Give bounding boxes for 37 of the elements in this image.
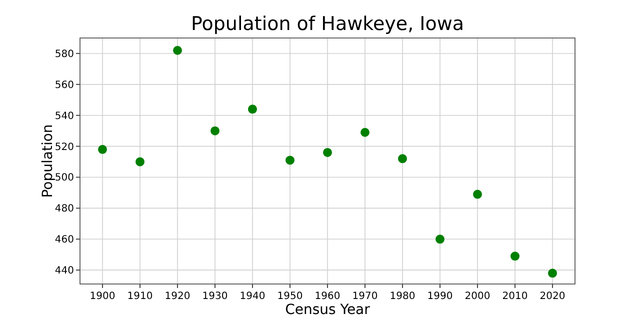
y-tick-label: 560 (54, 80, 74, 91)
x-tick-label: 2000 (464, 291, 490, 302)
x-tick-label: 1980 (390, 291, 416, 302)
point (398, 154, 407, 164)
y-tick-label: 580 (54, 48, 74, 60)
point (210, 126, 220, 136)
point (548, 268, 557, 278)
y-tick-label: 540 (54, 110, 74, 122)
x-tick-label: 1910 (127, 291, 153, 302)
x-tick-label: 2020 (540, 291, 566, 302)
y-tick-label: 500 (54, 172, 74, 184)
chart-title: Population of Hawkeye, Iowa (190, 13, 464, 35)
point (286, 156, 294, 165)
y-tick-label: 520 (54, 142, 74, 153)
x-tick-label: 2010 (502, 291, 528, 302)
x-tick-label: 1950 (277, 291, 303, 302)
x-tick-label: 1940 (240, 291, 266, 302)
y-tick-label: 480 (54, 204, 74, 215)
y-axis-title: Population (40, 124, 56, 198)
point (136, 157, 144, 166)
point (98, 144, 107, 154)
point (248, 104, 257, 114)
point (323, 148, 332, 157)
point (473, 190, 482, 199)
point (360, 128, 370, 137)
x-tick-label: 1960 (314, 291, 340, 302)
point (173, 46, 182, 55)
x-tick-label: 1990 (427, 291, 453, 302)
x-tick-label: 1970 (352, 291, 378, 302)
x-tick-label: 1900 (90, 291, 116, 302)
x-tick-label: 1920 (164, 291, 190, 302)
x-axis-title: Census Year (285, 302, 370, 318)
point (436, 234, 444, 244)
point (510, 252, 520, 261)
y-tick-label: 460 (54, 234, 74, 246)
x-tick-label: 1930 (202, 291, 228, 302)
y-tick-label: 440 (54, 266, 74, 277)
